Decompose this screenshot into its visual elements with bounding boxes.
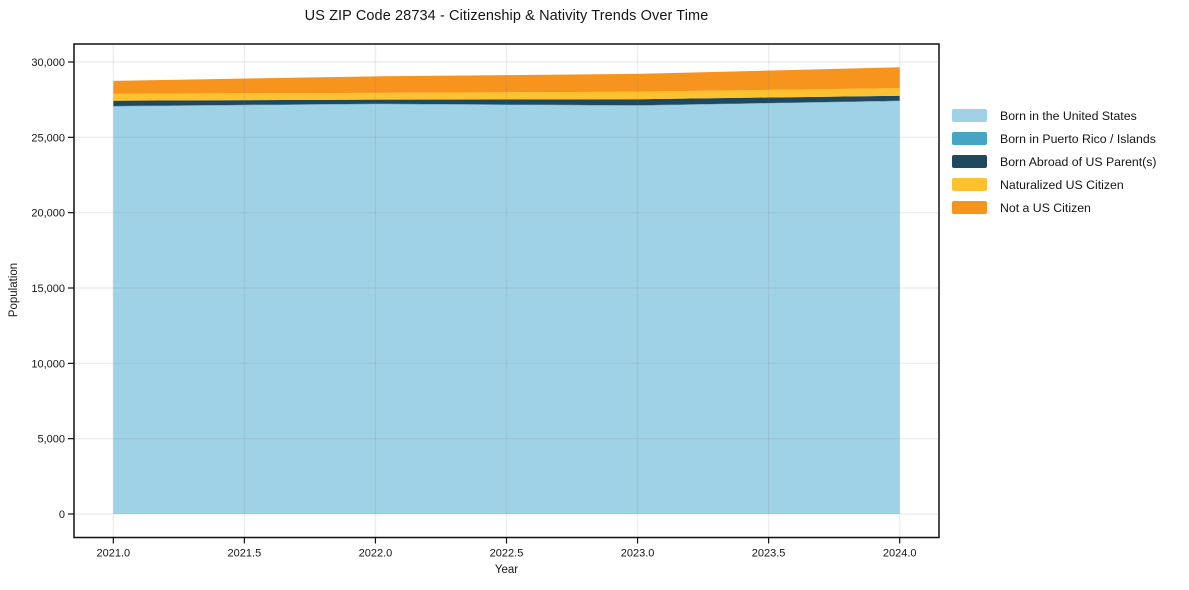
y-tick-label: 0 (59, 509, 65, 521)
y-tick-label: 25,000 (31, 132, 65, 144)
x-tick-label: 2023.5 (752, 548, 786, 560)
x-tick-label: 2021.0 (96, 548, 130, 560)
legend-item: Born Abroad of US Parent(s) (952, 150, 1157, 173)
legend: Born in the United States Born in Puerto… (952, 104, 1157, 219)
legend-label: Not a US Citizen (1000, 200, 1091, 215)
area-naturalized-us-citizen (113, 88, 900, 101)
y-tick-label: 30,000 (31, 57, 65, 69)
legend-label: Born Abroad of US Parent(s) (1000, 154, 1157, 169)
area-born-in-the-united-states (113, 101, 900, 514)
legend-label: Born in Puerto Rico / Islands (1000, 131, 1156, 146)
x-tick-label: 2021.5 (228, 548, 262, 560)
legend-swatch (952, 201, 987, 214)
area-born-abroad-of-us-parent-s (113, 95, 900, 106)
y-tick-label: 20,000 (31, 208, 65, 220)
legend-label: Naturalized US Citizen (1000, 177, 1124, 192)
legend-item: Born in Puerto Rico / Islands (952, 127, 1157, 150)
chart-title: US ZIP Code 28734 - Citizenship & Nativi… (304, 8, 709, 24)
x-tick-label: 2022.5 (490, 548, 524, 560)
x-tick-label: 2024.0 (883, 548, 917, 560)
legend-label: Born in the United States (1000, 108, 1137, 123)
y-tick-label: 5,000 (37, 434, 65, 446)
area-not-a-us-citizen (113, 67, 900, 94)
legend-swatch (952, 178, 987, 191)
legend-swatch (952, 132, 987, 145)
x-tick-label: 2023.0 (621, 548, 655, 560)
legend-swatch (952, 155, 987, 168)
legend-swatch (952, 109, 987, 122)
x-axis-label: Year (494, 564, 519, 576)
area-born-in-puerto-rico-islands (113, 100, 900, 107)
legend-item: Naturalized US Citizen (952, 173, 1157, 196)
y-tick-label: 10,000 (31, 358, 65, 370)
legend-item: Born in the United States (952, 104, 1157, 127)
x-tick-label: 2022.0 (359, 548, 393, 560)
legend-item: Not a US Citizen (952, 196, 1157, 219)
y-tick-label: 15,000 (31, 283, 65, 295)
